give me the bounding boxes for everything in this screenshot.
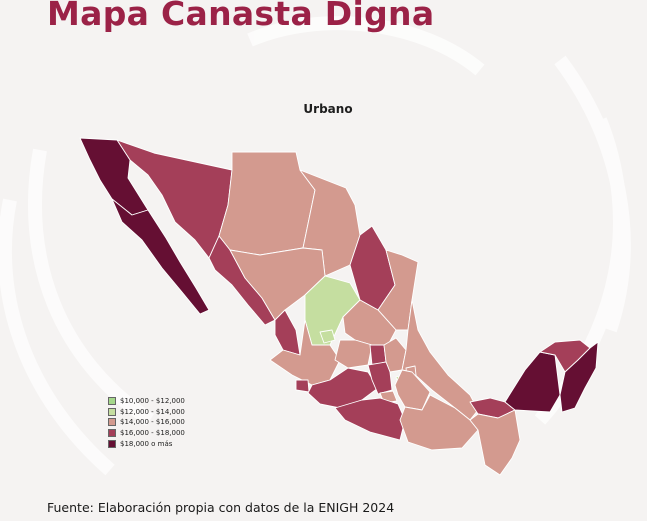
- legend-swatch: [108, 397, 116, 406]
- page-title: Mapa Canasta Digna: [47, 0, 435, 33]
- state-quintana-roo: [559, 341, 599, 413]
- legend-label: $14,000 - $16,000: [120, 418, 185, 427]
- state-campeche: [504, 351, 561, 413]
- legend-label: $12,000 - $14,000: [120, 407, 185, 416]
- source-note: Fuente: Elaboración propia con datos de …: [47, 500, 395, 515]
- legend-swatch: [108, 418, 116, 427]
- legend-item: $12,000 - $14,000: [108, 407, 185, 418]
- state-michoacan: [307, 367, 379, 409]
- legend-item: $10,000 - $12,000: [108, 396, 185, 407]
- state-mexico: [367, 361, 393, 395]
- state-sonora: [116, 139, 233, 259]
- legend-swatch: [108, 407, 116, 416]
- state-aguascalientes: [319, 329, 336, 344]
- legend-label: $16,000 - $18,000: [120, 429, 185, 438]
- state-baja-california-sur: [111, 198, 210, 315]
- legend-item: $18,000 o más: [108, 438, 185, 449]
- state-chihuahua: [218, 151, 316, 256]
- state-coahuila: [299, 169, 361, 277]
- map-legend: $10,000 - $12,000 $12,000 - $14,000 $14,…: [108, 396, 185, 449]
- state-guanajuato: [334, 339, 373, 369]
- legend-label: $10,000 - $12,000: [120, 397, 185, 406]
- legend-label: $18,000 o más: [120, 439, 173, 448]
- legend-item: $16,000 - $18,000: [108, 428, 185, 439]
- legend-swatch: [108, 429, 116, 438]
- legend-swatch: [108, 439, 116, 448]
- legend-item: $14,000 - $16,000: [108, 417, 185, 428]
- map-subtitle: Urbano: [303, 102, 353, 116]
- state-colima: [295, 379, 310, 393]
- state-chiapas: [469, 409, 521, 476]
- state-nayarit: [274, 309, 301, 356]
